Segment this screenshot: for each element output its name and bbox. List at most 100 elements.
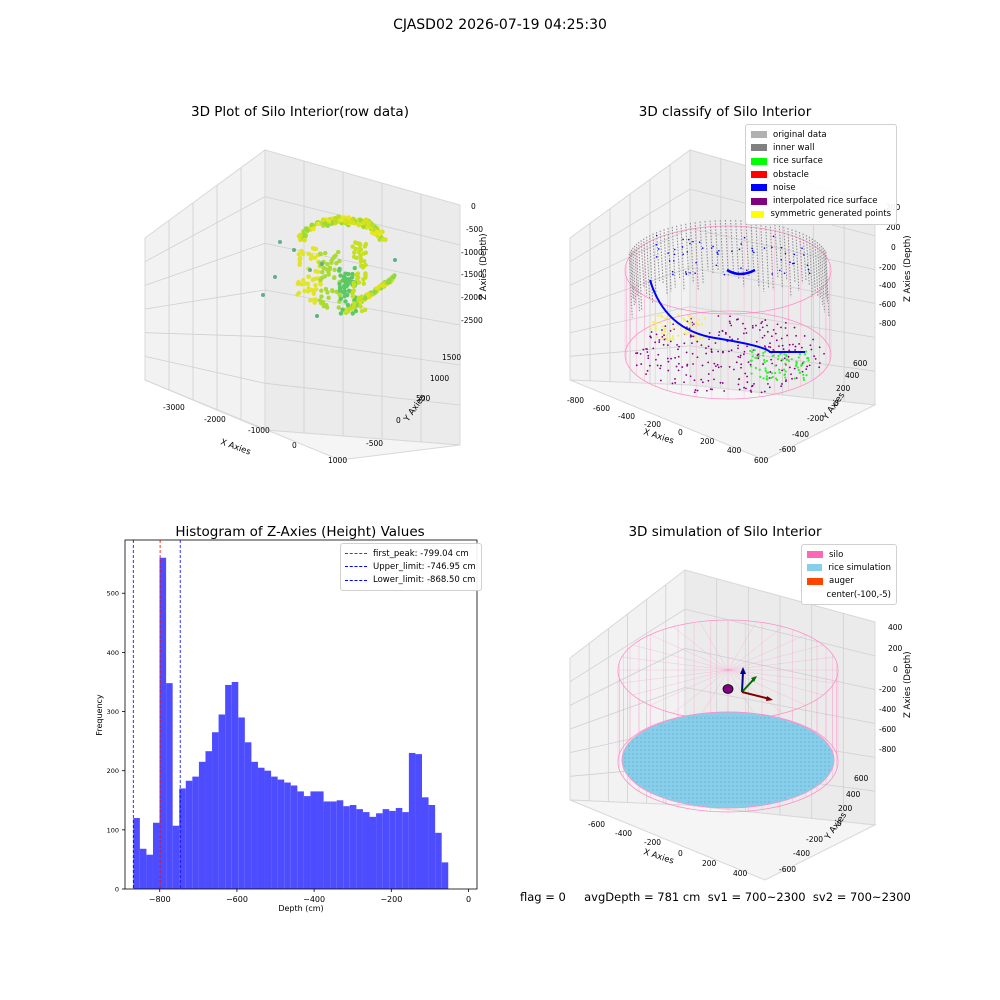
rice-simulation-point [672,761,674,763]
rice-simulation-point [732,797,734,799]
rice-simulation-point [800,749,802,751]
rice-simulation-point [740,721,742,723]
legend-entry: auger [807,575,891,588]
rice-simulation-point [648,773,650,775]
histogram-ytick-label: 300 [107,708,119,716]
histogram-bar [172,825,180,889]
rice-simulation-point [748,733,750,735]
panel4-xtick: 400 [733,869,748,878]
rice-simulation-point [656,737,658,739]
panel1-floor-pane [144,379,461,461]
rice-simulation-point [664,725,666,727]
rice-simulation-point [740,729,742,731]
rice-simulation-point [644,745,646,747]
interpolated-surface-point [757,353,760,356]
rice-surface-point [750,359,753,362]
rice-simulation-point [720,765,722,767]
rice-simulation-point [792,745,794,747]
rice-simulation-point [696,717,698,719]
noise-point [793,262,795,265]
rice-simulation-point [652,749,654,751]
symmetric-point [700,323,703,326]
rice-simulation-point [672,737,674,739]
raw-point [297,262,302,268]
rice-simulation-point [672,725,674,727]
rice-simulation-point [736,753,738,755]
interpolated-surface-point [740,363,743,366]
rice-simulation-point [776,745,778,747]
rice-simulation-point [716,729,718,731]
rice-simulation-point [780,725,782,727]
raw-point [319,288,324,293]
rice-simulation-point [672,721,674,723]
noise-point [698,241,701,243]
panel2-ytick: 600 [853,359,868,368]
rice-surface-point [764,350,767,353]
raw-point [350,271,355,277]
raw-point [350,290,355,296]
interpolated-surface-point [713,362,716,365]
rice-simulation-point [796,737,798,739]
rice-simulation-point [684,725,686,727]
raw-point [361,281,366,286]
rice-simulation-point [664,769,666,771]
symmetric-point [659,321,662,324]
interpolated-surface-point [801,346,803,349]
legend-entry: first_peak: -799.04 cm [345,547,477,560]
interpolated-surface-point [823,352,825,355]
raw-point [343,299,348,304]
panel4-ztick: -200 [879,685,896,694]
auger-y-arrow [741,678,755,693]
inner-wall-streak [714,220,719,271]
histogram-bar [330,801,337,889]
rice-simulation-point [820,757,822,759]
interpolated-surface-point [810,348,813,351]
gridline [144,196,461,263]
noise-point [792,262,794,265]
rice-simulation-point [800,753,802,755]
rice-simulation-point [656,773,658,775]
rice-simulation-point [652,729,654,731]
raw-point [391,274,396,280]
rice-simulation-point [740,797,742,799]
rice-simulation-point [792,793,794,795]
rice-simulation-point [728,745,730,747]
interpolated-surface-point [745,332,748,334]
rice-simulation-point [640,741,642,743]
rice-simulation-point [668,733,670,735]
rice-simulation-point [636,761,638,763]
rice-simulation-point [756,801,758,803]
symmetric-point [703,317,707,320]
rice-simulation-point [692,737,694,739]
rice-simulation-point [756,777,758,779]
rice-simulation-point [772,737,774,739]
rice-simulation-point [676,793,678,795]
histogram-bar [428,805,436,889]
inner-wall-streak [765,222,770,289]
rice-simulation-point [752,793,754,795]
rice-simulation-point [776,769,778,771]
rice-simulation-point [792,773,794,775]
panel4-3d-plot: -600 -400 -200 0 200 400 X Axies -600 -4… [569,568,913,881]
gridline [144,355,461,406]
rice-surface-point [783,353,786,356]
rice-simulation-point [752,797,754,799]
interpolated-surface-point [763,390,766,393]
rice-surface-point [763,361,766,364]
interpolated-surface-point [731,338,734,341]
interpolated-surface-point [760,322,763,325]
rice-simulation-point [688,761,690,763]
rice-simulation-point [668,773,670,775]
rice-simulation-point [780,785,782,787]
rice-simulation-point [788,777,790,779]
panel4-ztick: -400 [879,705,896,714]
rice-surface-point [751,355,754,358]
rice-simulation-point [752,777,754,779]
rice-simulation-point [636,745,638,747]
rice-simulation-point [676,773,678,775]
rice-simulation-point [640,773,642,775]
symmetric-point [677,313,680,317]
rice-simulation-point [708,733,710,735]
interpolated-surface-point [720,365,723,368]
raw-outlier-point [273,275,277,279]
